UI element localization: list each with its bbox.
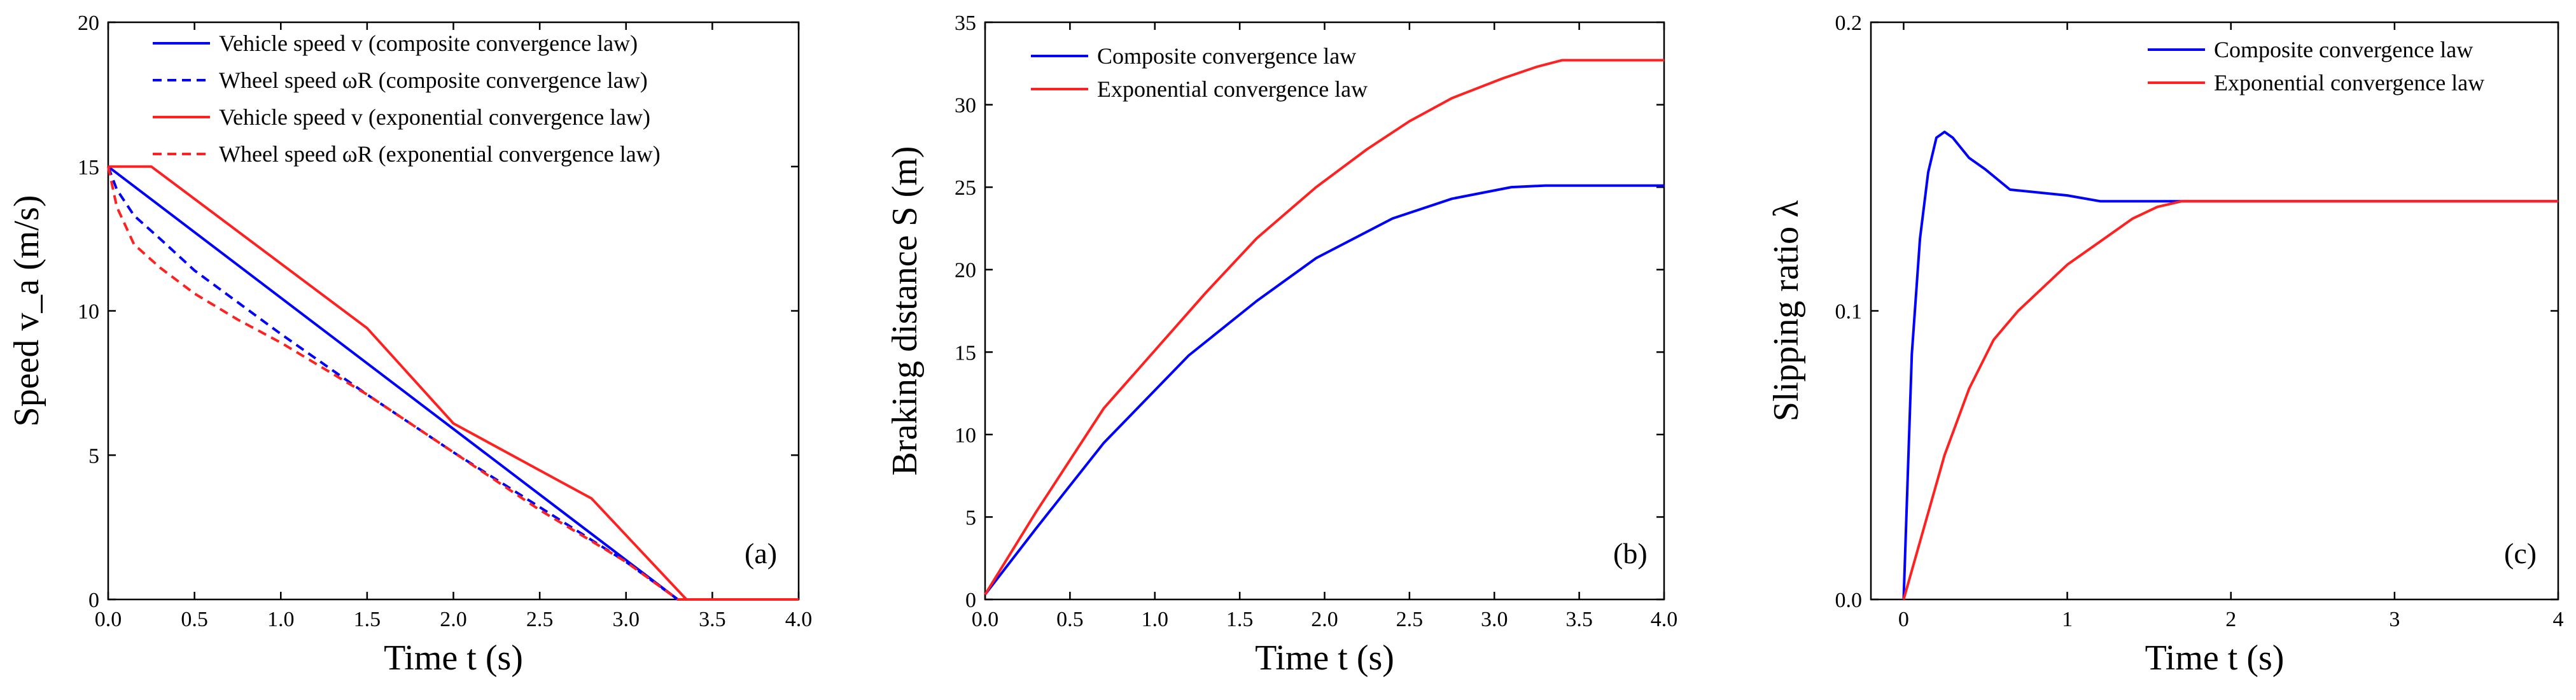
chart-a-series-3-line [107,166,799,601]
chart-c-ytick-label: 0.2 [1835,11,1863,35]
chart-b-xtick-label: 0.5 [1056,608,1084,631]
chart-a-xtick-label: 2.5 [526,608,554,631]
chart-a-ytick-label: 20 [78,11,99,35]
chart-b-xtick-label: 2.0 [1311,608,1338,631]
chart-b-series-1-line [984,59,1664,596]
chart-a-xtick-label: 3.5 [699,608,726,631]
chart-c-legend: Composite convergence law Exponential con… [2148,37,2484,95]
chart-b-xtick-label: 0.0 [972,608,999,631]
chart-c-xtick-label: 0 [1898,608,1909,631]
chart-b-ytick-label: 0 [965,589,976,612]
chart-a-legend-label-0: Vehicle speed v (composite convergence l… [219,31,638,56]
chart-c-ytick-label: 0.1 [1835,300,1863,324]
chart-a-series-1-line [107,166,799,601]
chart-c-series-0-line [1902,130,2558,600]
chart-b-ytick-label: 25 [955,176,976,200]
chart-b-ytick-label: 20 [955,259,976,283]
chart-a-xtick-label: 0.0 [95,608,122,631]
chart-b-series-0-line [984,184,1664,596]
chart-b-plot-frame [984,21,1665,601]
chart-c: 0 1 2 3 4 0.0 0.1 0.2 Composite convergence law… [1767,11,2564,678]
chart-a-series-0-line [107,165,799,601]
chart-a-legend-label-2: Vehicle speed v (exponential convergence… [219,104,650,130]
chart-b-xtick-label: 1.5 [1226,608,1254,631]
chart-b-ytick-label: 35 [955,11,976,35]
chart-b-legend: Composite convergence law Exponential con… [1031,43,1368,102]
chart-a-xtick-label: 4.0 [785,608,813,631]
chart-c-xtick-label: 2 [2225,608,2236,631]
chart-b-panel-label: (b) [1613,537,1648,570]
chart-b-xtick-label: 4.0 [1651,608,1678,631]
chart-b-ytick-label: 5 [965,506,976,529]
chart-a-ytick-label: 10 [78,300,99,324]
chart-c-legend-label-1: Exponential convergence law [2214,70,2484,95]
chart-b-xtick-label: 3.5 [1565,608,1593,631]
chart-c-xtick-label: 3 [2389,608,2400,631]
chart-b-ytick-label: 15 [955,341,976,365]
chart-b: 0.0 0.5 1.0 1.5 2.0 2.5 3.0 3.5 4.0 0 5 10 15 20 25 30 3… [885,11,1677,678]
chart-b-legend-label-0: Composite convergence law [1097,43,1356,69]
chart-c-xtick-label: 4 [2553,608,2564,631]
chart-a-series-2-line [108,165,799,601]
chart-a: 0.0 0.5 1.0 1.5 2.0 2.5 3.0 3.5 4.0 0 5 10 15 20 Vehi… [7,11,812,678]
chart-c-plot-frame [1870,21,2559,601]
chart-a-ytick-label: 15 [78,156,99,179]
chart-b-ytick-label: 30 [955,94,976,118]
chart-a-ytick-label: 5 [88,444,99,468]
chart-a-xtick-label: 1.5 [354,608,381,631]
chart-a-ylabel: Speed v_a (m/s) [7,195,46,427]
chart-a-ytick-label: 0 [88,589,99,612]
chart-a-panel-label: (a) [745,537,777,570]
chart-c-ytick-label: 0.0 [1835,589,1863,612]
chart-c-xlabel: Time t (s) [2145,638,2285,678]
chart-b-ytick-label: 10 [955,424,976,447]
chart-a-xtick-label: 0.5 [181,608,208,631]
chart-a-legend-label-1: Wheel speed ωR (composite convergence la… [219,67,648,93]
chart-b-xtick-label: 1.0 [1142,608,1169,631]
chart-a-legend: Vehicle speed v (composite convergence l… [153,31,661,167]
chart-b-legend-label-1: Exponential convergence law [1097,76,1368,102]
chart-a-legend-label-3: Wheel speed ωR (exponential convergence … [219,141,661,167]
chart-a-xtick-label: 2.0 [440,608,467,631]
chart-a-xlabel: Time t (s) [384,638,523,678]
chart-a-xtick-label: 3.0 [613,608,640,631]
chart-a-xtick-label: 1.0 [267,608,295,631]
chart-c-xtick-label: 1 [2062,608,2073,631]
chart-b-xlabel: Time t (s) [1255,638,1394,678]
chart-c-ylabel: Slipping ratio λ [1767,200,1806,422]
chart-c-legend-label-0: Composite convergence law [2214,37,2473,62]
chart-b-ylabel: Braking distance S (m) [885,146,925,476]
chart-c-series-1-line [1902,200,2558,600]
chart-b-xtick-label: 3.0 [1481,608,1508,631]
chart-b-xtick-label: 2.5 [1396,608,1424,631]
chart-c-panel-label: (c) [2504,537,2537,570]
